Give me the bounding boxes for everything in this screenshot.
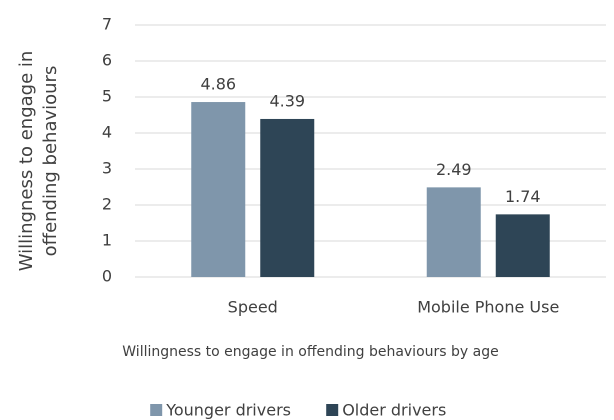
legend-swatch [150, 404, 163, 416]
y-tick-label: 2 [102, 195, 112, 214]
x-axis-title: Willingness to engage in offending behav… [122, 344, 498, 360]
value-label: 4.86 [200, 75, 236, 94]
value-label: 2.49 [436, 160, 472, 179]
x-tick-label: Speed [228, 298, 278, 317]
y-tick-label: 6 [102, 51, 112, 70]
y-tick-label: 5 [102, 87, 112, 106]
bar [426, 187, 481, 277]
y-tick-label: 1 [102, 231, 112, 250]
x-tick-label: Mobile Phone Use [417, 298, 559, 317]
value-label: 1.74 [505, 187, 541, 206]
value-label: 4.39 [269, 91, 305, 110]
legend-label: Younger drivers [165, 401, 291, 420]
bar [191, 102, 246, 277]
y-tick-label: 0 [102, 267, 112, 286]
bar [260, 118, 315, 278]
legend-label: Older drivers [342, 401, 446, 420]
bar [495, 214, 550, 277]
y-tick-label: 3 [102, 159, 112, 178]
legend-swatch [326, 404, 339, 416]
y-tick-label: 7 [102, 15, 112, 34]
y-tick-label: 4 [102, 123, 112, 142]
y-axis-title: Willingness to engage in offending behav… [16, 50, 61, 272]
